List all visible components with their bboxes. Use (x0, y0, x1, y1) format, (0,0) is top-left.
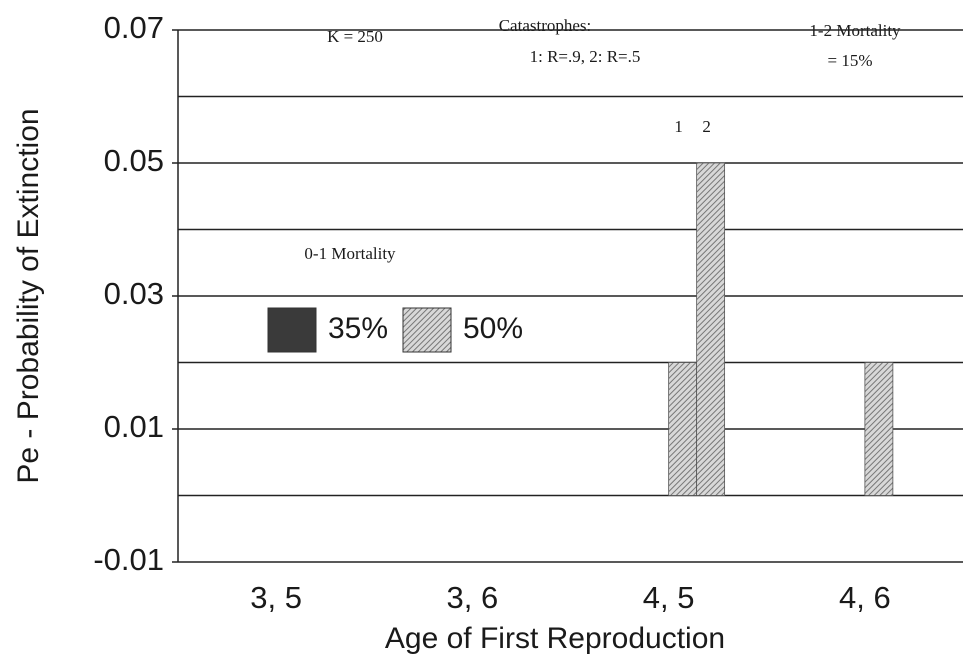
series-label: 1 (674, 117, 683, 136)
x-axis-label: Age of First Reproduction (385, 622, 725, 655)
bar (696, 162, 726, 496)
annotation: 1: R=.9, 2: R=.5 (530, 47, 641, 66)
x-tick-label: 4, 5 (643, 580, 695, 615)
legend-label: 35% (328, 312, 388, 345)
x-tick-label: 3, 6 (447, 580, 499, 615)
bar (864, 362, 894, 496)
series-label: 2 (702, 117, 711, 136)
x-tick-label: 4, 6 (839, 580, 891, 615)
y-tick-label: 0.03 (104, 276, 164, 311)
y-tick-label: -0.01 (93, 542, 164, 577)
y-tick-label: 0.07 (104, 10, 164, 45)
annotation: Catastrophes: (499, 16, 592, 35)
y-tick-label: 0.05 (104, 143, 164, 178)
y-axis-label: Pe - Probability of Extinction (12, 108, 45, 483)
legend-swatch (267, 307, 317, 353)
bar (668, 362, 698, 496)
annotation: K = 250 (327, 27, 383, 46)
legend-swatch (402, 307, 452, 353)
annotation: = 15% (828, 51, 873, 70)
legend-title: 0-1 Mortality (304, 244, 396, 263)
y-tick-label: 0.01 (104, 409, 164, 444)
legend-label: 50% (463, 312, 523, 345)
x-tick-label: 3, 5 (250, 580, 302, 615)
